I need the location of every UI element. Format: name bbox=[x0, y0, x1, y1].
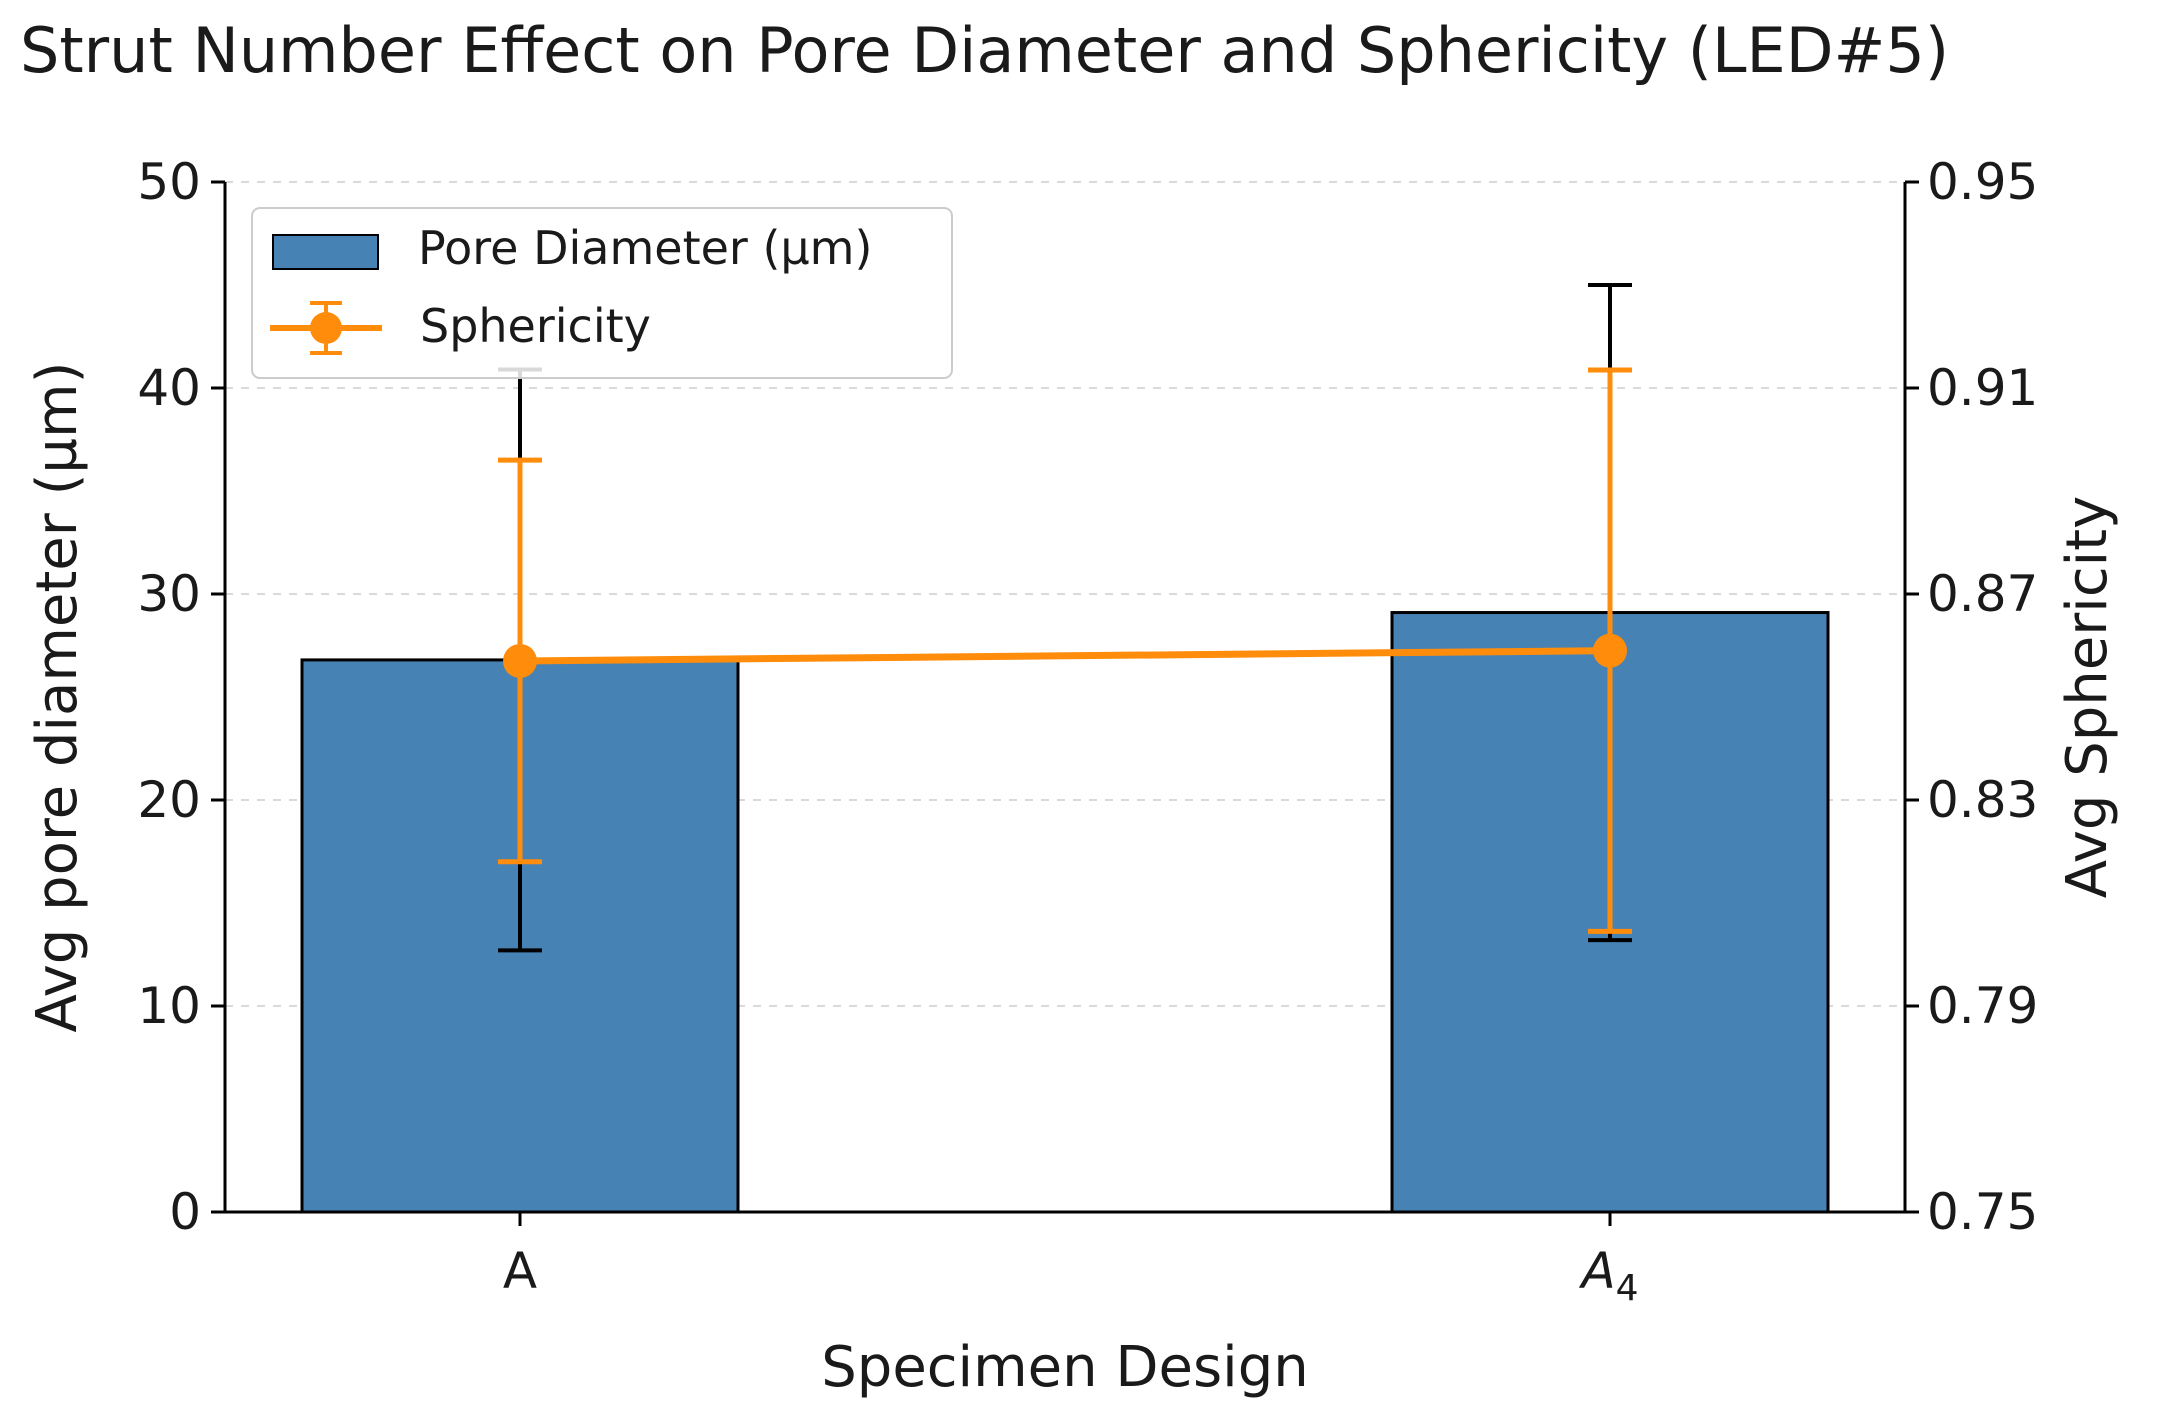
left-tick-label-1: 10 bbox=[137, 977, 201, 1035]
bars bbox=[300, 611, 1830, 1214]
x-axis-label: Specimen Design bbox=[821, 1335, 1309, 1400]
right-tick-label-4: 0.91 bbox=[1927, 359, 2038, 417]
legend-box bbox=[251, 207, 953, 379]
right-tick-label-3: 0.87 bbox=[1927, 565, 2038, 623]
legend: Pore Diameter (µm) Sphericity bbox=[251, 207, 953, 379]
sphericity-line bbox=[519, 647, 1611, 665]
sphericity-point-A bbox=[503, 643, 537, 678]
x-tick-label-1: A4 bbox=[1578, 1242, 1638, 1309]
left-tick-label-2: 20 bbox=[137, 771, 201, 829]
left-tick-label-3: 30 bbox=[137, 565, 201, 623]
legend-swatch-pore-diameter bbox=[272, 234, 379, 270]
left-y-ticks: 0 10 20 30 40 50 bbox=[137, 153, 225, 1241]
x-tick-label-0: A bbox=[503, 1242, 537, 1300]
right-tick-label-5: 0.95 bbox=[1927, 153, 2038, 211]
left-tick-label-5: 50 bbox=[137, 153, 201, 211]
y2-axis-label: Avg Sphericity bbox=[2055, 496, 2120, 899]
right-tick-label-0: 0.75 bbox=[1927, 1183, 2038, 1241]
legend-label-pore-diameter: Pore Diameter (µm) bbox=[418, 221, 872, 275]
x-ticks: A A4 bbox=[503, 1212, 1639, 1309]
left-tick-label-0: 0 bbox=[169, 1183, 201, 1241]
y-axis-label: Avg pore diameter (µm) bbox=[25, 362, 90, 1033]
sphericity-point-A4 bbox=[1593, 633, 1627, 668]
left-tick-label-4: 40 bbox=[137, 359, 201, 417]
legend-marker-sphericity bbox=[310, 312, 342, 344]
chart-title: Strut Number Effect on Pore Diameter and… bbox=[20, 14, 1949, 87]
right-tick-label-2: 0.83 bbox=[1927, 771, 2038, 829]
legend-label-sphericity: Sphericity bbox=[420, 299, 651, 353]
right-tick-label-1: 0.79 bbox=[1927, 977, 2038, 1035]
right-y-ticks: 0.75 0.79 0.83 0.87 0.91 0.95 bbox=[1905, 153, 2038, 1241]
sphericity-series bbox=[498, 367, 1632, 934]
